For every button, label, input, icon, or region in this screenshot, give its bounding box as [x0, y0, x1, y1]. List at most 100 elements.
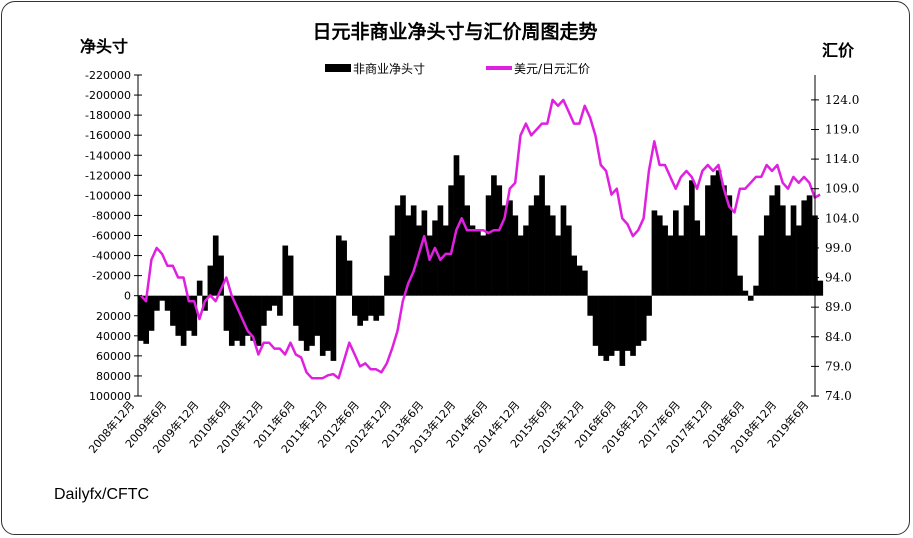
right-tick-label: 74.0 [825, 389, 852, 403]
bar [710, 175, 717, 296]
usdjpy-line [139, 98, 821, 380]
left-axis-label: 净头寸 [80, 37, 128, 56]
bar [539, 175, 545, 296]
bar [405, 215, 412, 296]
bar [437, 205, 444, 296]
left-tick-label: -140000 [85, 149, 131, 162]
bar [656, 215, 663, 296]
bar [309, 295, 315, 346]
legend-line-swatch [486, 66, 512, 70]
bar [218, 255, 224, 296]
bar [603, 295, 610, 361]
bar [394, 205, 401, 296]
bar [164, 295, 171, 311]
bar [159, 295, 166, 301]
bar [699, 235, 706, 296]
bar [566, 225, 572, 296]
right-tick-label: 89.0 [825, 300, 852, 314]
bar [747, 295, 754, 301]
bar [196, 280, 203, 296]
bar [191, 295, 198, 336]
bar [378, 295, 385, 316]
bar [485, 195, 492, 296]
left-tick-label: -60000 [92, 230, 131, 243]
bar [533, 195, 540, 296]
right-tick-label: 84.0 [825, 330, 852, 344]
bar [737, 275, 743, 296]
bar [212, 235, 219, 296]
bar-series [138, 155, 824, 366]
bar [592, 295, 599, 346]
bar [491, 175, 497, 296]
bar [769, 195, 775, 296]
bar [635, 295, 642, 346]
bar [464, 205, 470, 296]
bar [180, 295, 187, 346]
bar [608, 295, 615, 356]
bar [742, 290, 749, 296]
bar [255, 295, 262, 346]
bar [432, 220, 438, 296]
bar [175, 295, 182, 336]
right-axis-label: 汇价 [822, 41, 855, 60]
bar [501, 205, 508, 296]
bar [245, 295, 251, 336]
bar [544, 205, 551, 296]
bar [319, 295, 326, 356]
bar [335, 235, 342, 296]
bar [271, 295, 278, 306]
bar [512, 215, 519, 296]
bar [614, 295, 620, 351]
left-tick-label: -20000 [92, 270, 131, 283]
bar [368, 295, 374, 316]
bar [207, 265, 214, 296]
bar [314, 295, 321, 336]
bar [303, 295, 310, 351]
bar [277, 295, 283, 316]
bar [143, 295, 149, 344]
legend-bar-swatch [325, 64, 351, 72]
right-tick-label: 109.0 [825, 182, 859, 196]
bar [170, 295, 176, 326]
bar [555, 235, 561, 296]
bar [517, 235, 524, 296]
legend: 非商业净头寸 美元/日元汇价 [325, 61, 590, 76]
legend-label-line: 美元/日元汇价 [514, 62, 590, 76]
bar [389, 235, 396, 296]
bar [469, 225, 476, 296]
source-label: Dailyfx/CFTC [54, 486, 150, 503]
bar [667, 235, 674, 296]
bar [341, 240, 347, 296]
bar [646, 295, 652, 316]
bar [763, 215, 770, 296]
bar [475, 230, 481, 296]
bar [790, 205, 797, 296]
bar [453, 155, 460, 296]
bar [410, 205, 417, 296]
bar [523, 225, 529, 296]
left-tick-label: -200000 [85, 89, 131, 102]
left-tick-label: -180000 [85, 109, 131, 122]
bar [250, 295, 256, 341]
legend-label-bars: 非商业净头寸 [353, 61, 425, 76]
left-tick-label: 60000 [96, 350, 131, 363]
bar [806, 195, 813, 296]
right-tick-label: 119.0 [825, 122, 859, 136]
line-series [139, 98, 821, 380]
bar [721, 185, 727, 296]
right-tick-label: 124.0 [825, 93, 859, 107]
bar [154, 295, 160, 311]
bar [673, 210, 679, 296]
left-tick-label: 100000 [89, 390, 131, 403]
bar [774, 185, 781, 296]
bar [421, 210, 428, 296]
bar [549, 215, 556, 296]
bar [678, 235, 684, 296]
bar [780, 205, 786, 296]
bar [261, 295, 267, 326]
bar [694, 220, 701, 296]
bar [416, 225, 422, 296]
bar [507, 200, 513, 296]
bar [352, 295, 358, 316]
bar [357, 295, 363, 326]
